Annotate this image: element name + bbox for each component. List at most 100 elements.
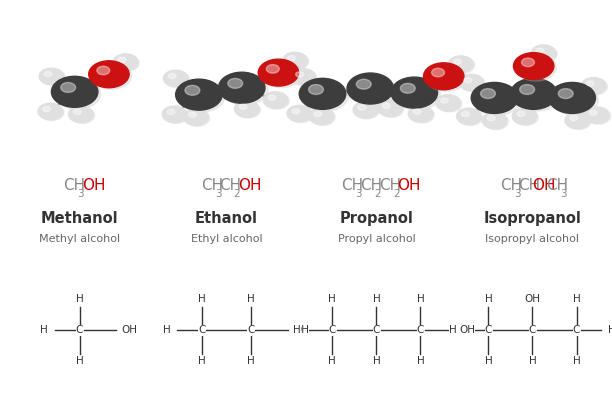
Text: H: H (198, 295, 206, 304)
Text: Isopropanol: Isopropanol (483, 211, 581, 226)
Circle shape (218, 72, 265, 103)
Circle shape (413, 109, 421, 114)
Circle shape (179, 81, 225, 112)
Circle shape (483, 113, 508, 129)
Text: CH: CH (360, 178, 382, 193)
Text: C: C (573, 326, 580, 335)
Text: H: H (608, 326, 612, 335)
Circle shape (292, 69, 316, 86)
Circle shape (586, 108, 610, 124)
Circle shape (586, 81, 594, 86)
Text: CH: CH (379, 178, 401, 193)
Circle shape (566, 113, 591, 129)
Circle shape (163, 107, 188, 123)
Text: C: C (529, 326, 536, 335)
Text: H: H (417, 357, 424, 366)
Circle shape (236, 102, 260, 118)
Text: 3: 3 (356, 189, 362, 199)
Circle shape (283, 52, 307, 69)
Circle shape (258, 59, 299, 86)
Text: CH: CH (63, 178, 85, 193)
Text: 3: 3 (215, 189, 222, 199)
Circle shape (38, 103, 62, 120)
Text: H: H (163, 326, 170, 335)
Circle shape (583, 78, 607, 95)
Text: H: H (247, 357, 255, 366)
Circle shape (185, 110, 209, 126)
Circle shape (441, 98, 449, 103)
Circle shape (356, 79, 371, 89)
Circle shape (288, 55, 296, 61)
Circle shape (113, 54, 138, 70)
Circle shape (521, 58, 534, 67)
Text: Ethanol: Ethanol (195, 211, 258, 226)
Circle shape (73, 109, 81, 115)
Circle shape (589, 110, 597, 115)
Circle shape (163, 70, 188, 86)
Text: H: H (293, 326, 301, 335)
Text: OH: OH (82, 178, 105, 193)
Circle shape (114, 55, 139, 71)
Text: OH: OH (532, 178, 556, 193)
Text: OH: OH (293, 326, 309, 335)
Circle shape (513, 53, 554, 80)
Text: OH: OH (459, 326, 475, 335)
Text: H: H (485, 357, 492, 366)
Text: 3: 3 (77, 189, 84, 199)
Text: Methanol: Methanol (41, 211, 118, 226)
Circle shape (292, 109, 300, 114)
Circle shape (531, 45, 556, 61)
Circle shape (378, 100, 402, 116)
Circle shape (424, 63, 464, 90)
Circle shape (394, 79, 441, 110)
Text: 2: 2 (234, 189, 240, 199)
Text: 2: 2 (393, 189, 400, 199)
Circle shape (552, 84, 599, 115)
Text: 2: 2 (374, 189, 381, 199)
Circle shape (268, 95, 276, 100)
Circle shape (239, 104, 247, 109)
Text: H: H (329, 295, 336, 304)
Circle shape (91, 62, 132, 89)
Circle shape (347, 73, 394, 104)
Text: CH: CH (341, 178, 364, 193)
Circle shape (70, 107, 94, 123)
Text: C: C (76, 326, 83, 335)
Circle shape (449, 56, 473, 72)
Text: H: H (76, 357, 83, 366)
Text: C: C (198, 326, 206, 335)
Circle shape (39, 68, 64, 84)
Text: H: H (329, 357, 336, 366)
Text: H: H (373, 357, 380, 366)
Text: CH: CH (518, 178, 540, 193)
Text: Isopropyl alcohol: Isopropyl alcohol (485, 234, 580, 244)
Circle shape (464, 78, 472, 83)
Circle shape (487, 115, 495, 121)
Text: C: C (417, 326, 424, 335)
Circle shape (379, 101, 403, 117)
Text: H: H (373, 295, 380, 304)
Circle shape (354, 102, 379, 119)
Text: OH: OH (397, 178, 421, 193)
Circle shape (263, 92, 288, 108)
Text: CH: CH (499, 178, 522, 193)
Circle shape (188, 112, 196, 118)
Circle shape (532, 46, 557, 62)
Text: OH: OH (524, 295, 540, 304)
Text: H: H (40, 326, 48, 335)
Circle shape (458, 109, 482, 125)
Text: H: H (529, 357, 536, 366)
Text: Ethyl alcohol: Ethyl alcohol (190, 234, 263, 244)
Circle shape (391, 77, 438, 108)
Circle shape (176, 79, 222, 110)
Circle shape (584, 107, 609, 123)
Circle shape (44, 71, 52, 77)
Circle shape (185, 85, 200, 95)
Circle shape (299, 78, 346, 109)
Circle shape (512, 108, 537, 124)
Circle shape (358, 105, 366, 110)
Text: H: H (76, 295, 83, 304)
Circle shape (291, 69, 315, 85)
Circle shape (426, 64, 466, 91)
Circle shape (296, 72, 304, 77)
